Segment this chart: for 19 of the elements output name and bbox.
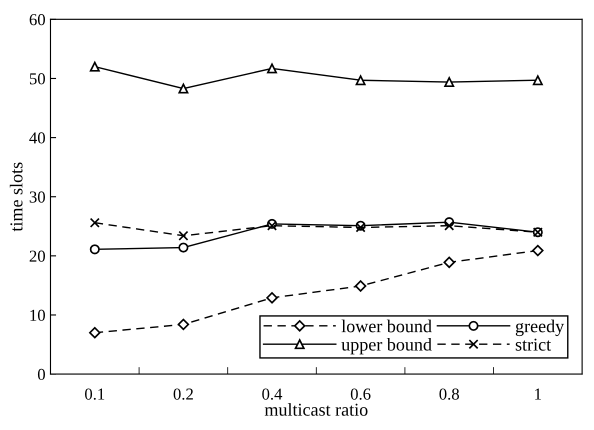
legend-label: lower bound bbox=[342, 320, 432, 332]
x-tick-label: 0.8 bbox=[439, 388, 459, 400]
y-tick-label: 20 bbox=[30, 250, 45, 262]
y-tick-label: 50 bbox=[30, 73, 45, 84]
y-tick-label: 60 bbox=[30, 14, 45, 26]
y-tick-label: 30 bbox=[30, 191, 45, 203]
x-tick-label: 0.6 bbox=[350, 388, 371, 400]
y-axis-title: time slots bbox=[10, 162, 23, 232]
x-tick-label: 0.1 bbox=[85, 388, 104, 400]
x-tick-label: 0.2 bbox=[174, 388, 193, 400]
x-tick-label: 0.4 bbox=[262, 388, 282, 400]
x-tick-label: 1 bbox=[535, 388, 541, 400]
legend-label: greedy bbox=[516, 320, 564, 336]
y-tick-label: 40 bbox=[29, 132, 45, 144]
x-axis-title: multicast ratio bbox=[264, 403, 368, 416]
legend-label: strict bbox=[516, 338, 552, 351]
y-tick-label: 10 bbox=[30, 310, 45, 321]
legend-label: upper bound bbox=[341, 338, 432, 354]
y-tick-label: 0 bbox=[38, 368, 45, 380]
